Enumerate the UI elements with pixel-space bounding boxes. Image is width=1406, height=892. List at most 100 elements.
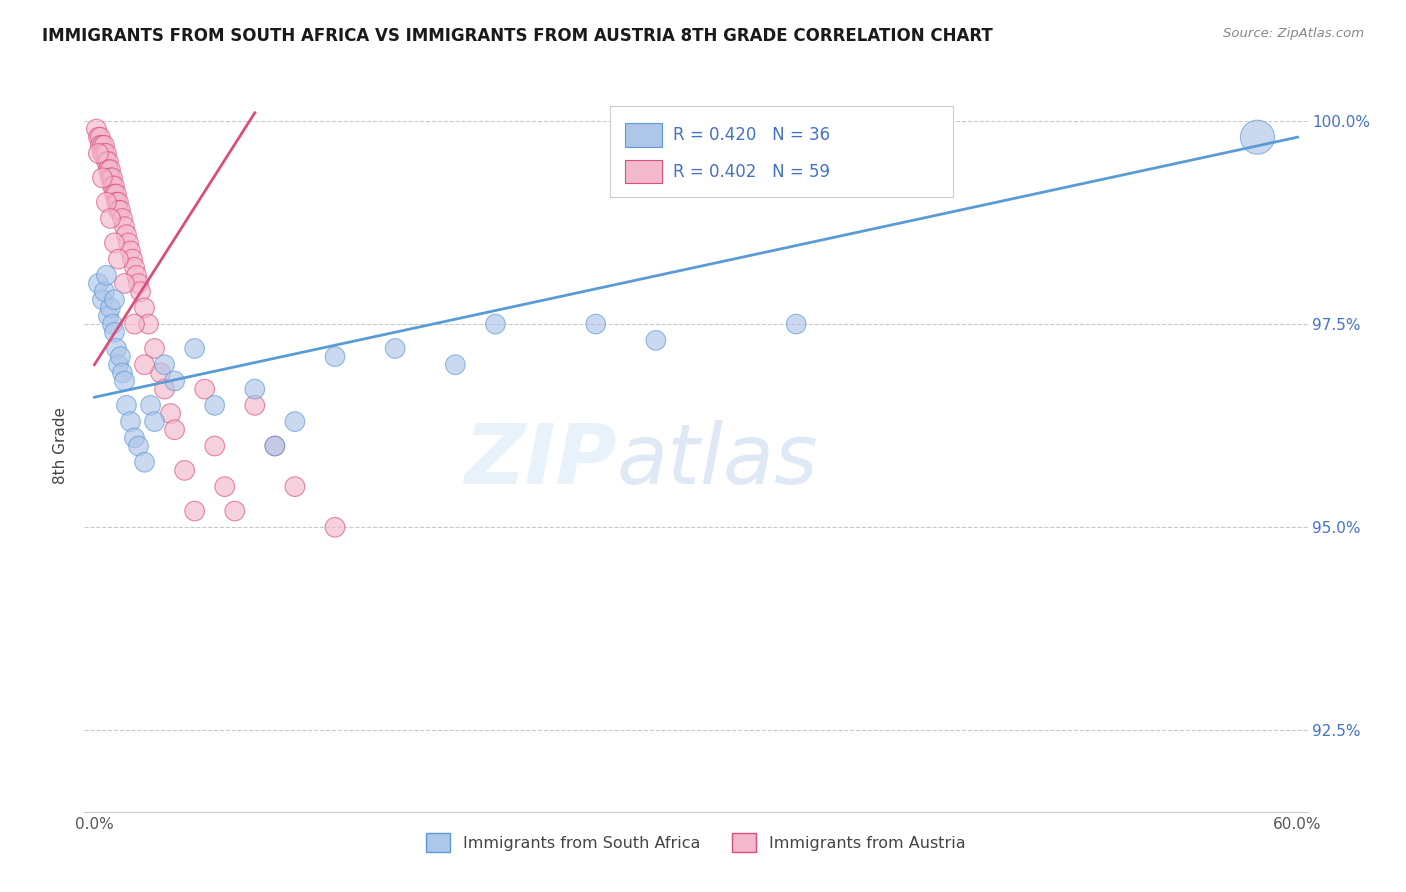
Point [115, 398, 138, 412]
Point [149, 366, 172, 380]
Point [128, 277, 150, 291]
Point [124, 260, 146, 275]
Point [323, 520, 346, 534]
Point [89, 138, 111, 153]
Point [101, 178, 124, 193]
Point [110, 203, 132, 218]
Point [204, 398, 226, 412]
Point [86, 122, 108, 136]
Point [153, 358, 176, 372]
Point [143, 415, 166, 429]
Point [204, 439, 226, 453]
Point [105, 195, 128, 210]
Point [194, 382, 217, 396]
Point [143, 342, 166, 356]
Point [96, 154, 118, 169]
Text: R = 0.402   N = 59: R = 0.402 N = 59 [672, 162, 830, 181]
Point [323, 350, 346, 364]
Point [97, 154, 120, 169]
Point [124, 317, 146, 331]
Point [87, 277, 110, 291]
Point [153, 382, 176, 396]
Text: R = 0.420   N = 36: R = 0.420 N = 36 [672, 126, 830, 145]
Point [96, 268, 118, 283]
Point [134, 358, 156, 372]
Legend: Immigrants from South Africa, Immigrants from Austria: Immigrants from South Africa, Immigrants… [420, 826, 972, 859]
Y-axis label: 8th Grade: 8th Grade [53, 408, 69, 484]
Point [1246, 130, 1268, 145]
Text: ZIP: ZIP [464, 420, 616, 501]
Point [139, 398, 162, 412]
Point [115, 227, 138, 242]
Text: Source: ZipAtlas.com: Source: ZipAtlas.com [1223, 27, 1364, 40]
Point [103, 325, 125, 339]
Point [87, 146, 110, 161]
Point [91, 146, 114, 161]
Point [117, 235, 139, 250]
Point [96, 195, 118, 210]
Point [105, 187, 128, 202]
Point [163, 423, 186, 437]
Point [224, 504, 246, 518]
Point [111, 211, 134, 226]
Point [103, 235, 125, 250]
Point [91, 170, 114, 185]
Point [785, 317, 807, 331]
Point [107, 195, 129, 210]
Point [284, 480, 307, 494]
Point [124, 431, 146, 445]
Point [101, 317, 124, 331]
FancyBboxPatch shape [626, 123, 662, 147]
Point [163, 374, 186, 388]
Point [107, 203, 129, 218]
Point [444, 358, 467, 372]
Point [125, 268, 148, 283]
Point [120, 415, 142, 429]
Point [183, 342, 205, 356]
Point [97, 309, 120, 323]
Point [103, 187, 125, 202]
Point [243, 398, 266, 412]
Point [484, 317, 506, 331]
Point [93, 146, 115, 161]
Point [644, 334, 666, 348]
Point [93, 285, 115, 299]
Point [93, 138, 115, 153]
Point [110, 350, 132, 364]
Point [107, 358, 129, 372]
Point [89, 130, 111, 145]
Point [284, 415, 307, 429]
Point [134, 301, 156, 315]
Point [243, 382, 266, 396]
Point [103, 293, 125, 307]
FancyBboxPatch shape [626, 160, 662, 184]
Point [384, 342, 406, 356]
Point [91, 138, 114, 153]
Text: atlas: atlas [616, 420, 818, 501]
Point [263, 439, 285, 453]
Point [101, 170, 124, 185]
Point [173, 463, 195, 477]
Point [138, 317, 160, 331]
Text: IMMIGRANTS FROM SOUTH AFRICA VS IMMIGRANTS FROM AUSTRIA 8TH GRADE CORRELATION CH: IMMIGRANTS FROM SOUTH AFRICA VS IMMIGRAN… [42, 27, 993, 45]
Point [105, 342, 128, 356]
Point [100, 162, 122, 177]
Point [91, 293, 114, 307]
Point [103, 178, 125, 193]
Point [128, 439, 150, 453]
Point [585, 317, 607, 331]
Point [114, 277, 136, 291]
Point [159, 407, 181, 421]
Point [107, 252, 129, 266]
Point [129, 285, 152, 299]
Point [214, 480, 236, 494]
Point [263, 439, 285, 453]
Point [114, 374, 136, 388]
Point [120, 244, 142, 258]
Point [183, 504, 205, 518]
FancyBboxPatch shape [610, 106, 953, 197]
Point [100, 170, 122, 185]
Point [100, 211, 122, 226]
Point [87, 130, 110, 145]
Point [134, 455, 156, 469]
